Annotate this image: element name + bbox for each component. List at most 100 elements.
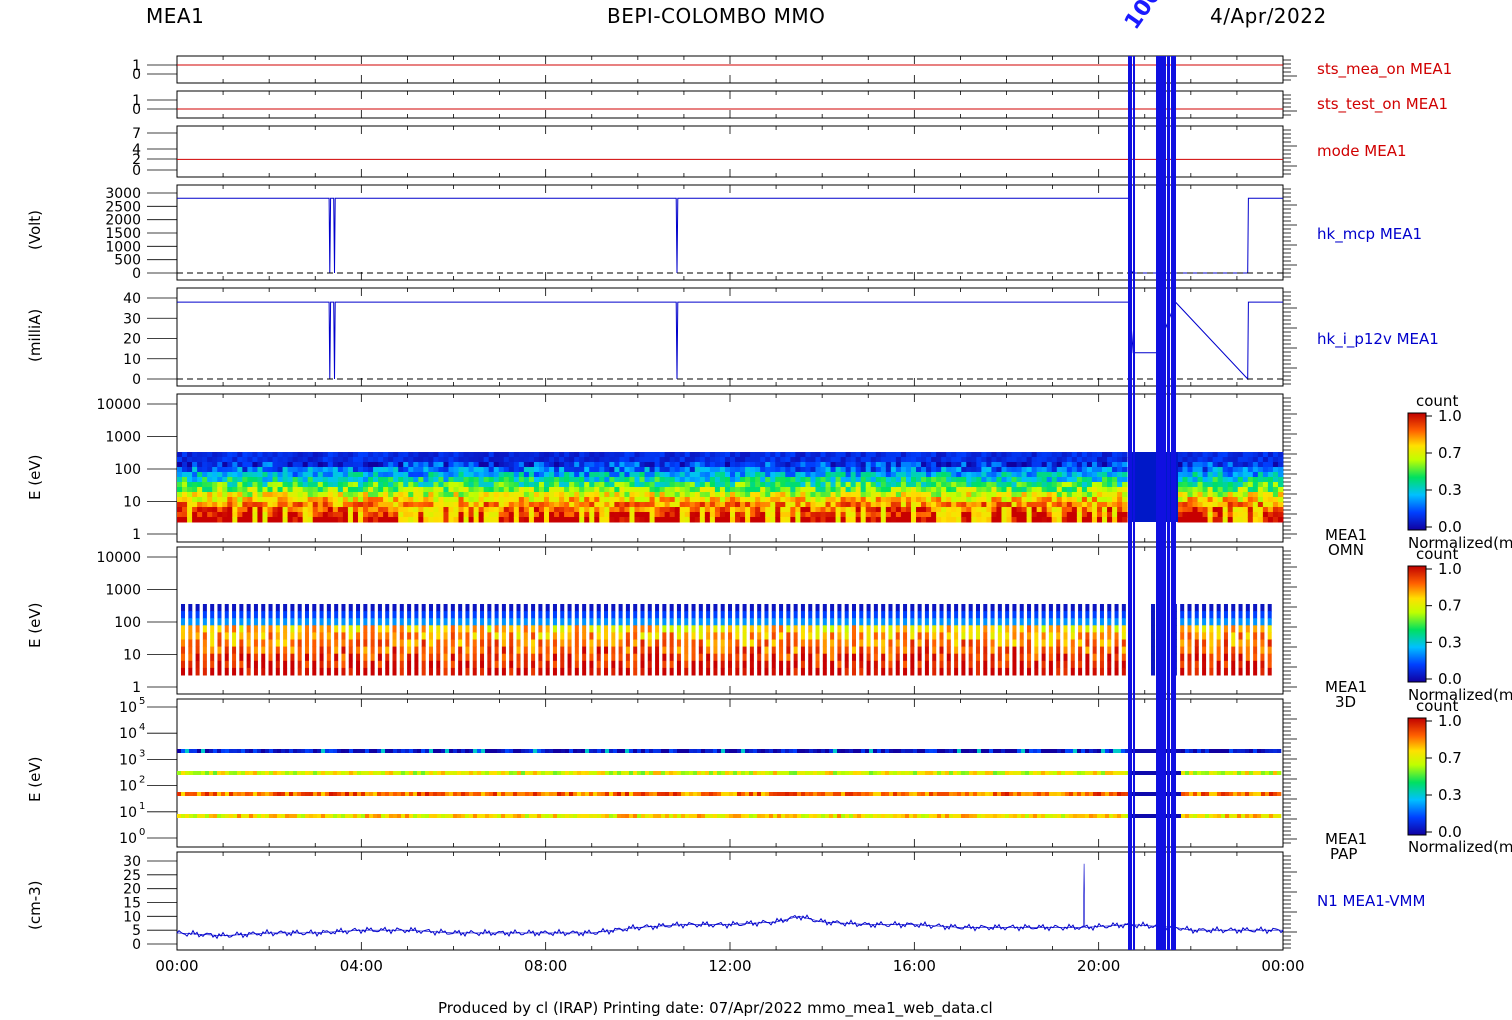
pap-band-cell [1253, 771, 1258, 775]
3d-spectrogram-cell [319, 667, 324, 676]
omn-spectrogram-cell [1202, 462, 1209, 468]
3d-spectrogram-cell [545, 667, 550, 676]
3d-spectrogram-cell [1085, 618, 1090, 626]
omn-spectrogram-cell [604, 467, 610, 473]
omn-spectrogram-cell [177, 492, 183, 498]
pap-band-cell [741, 749, 746, 753]
3d-spectrogram-cell [1056, 625, 1061, 633]
omn-spectrogram-cell [885, 477, 892, 483]
3d-spectrogram-cell [552, 667, 557, 676]
omn-spectrogram-cell [322, 452, 329, 458]
3d-spectrogram-cell [997, 639, 1002, 648]
omn-spectrogram-cell [1187, 507, 1194, 513]
omn-spectrogram-cell [1086, 472, 1093, 478]
3d-spectrogram-cell [304, 632, 309, 640]
omn-spectrogram-cell [528, 487, 535, 493]
3d-spectrogram-cell [275, 611, 280, 619]
omn-spectrogram-cell [513, 462, 520, 468]
3d-spectrogram-cell [837, 646, 842, 655]
omn-spectrogram-cell [966, 457, 972, 463]
omn-spectrogram-cell [1016, 507, 1023, 513]
3d-spectrogram-cell [407, 653, 412, 662]
omn-spectrogram-cell [277, 472, 284, 478]
omn-spectrogram-cell [780, 467, 786, 473]
omn-spectrogram-cell [312, 452, 319, 458]
omn-spectrogram-cell [302, 487, 309, 493]
omn-spectrogram-cell [182, 477, 188, 483]
omn-spectrogram-cell [760, 472, 766, 478]
3d-spectrogram-cell [202, 653, 207, 662]
omn-spectrogram-cell [413, 497, 419, 503]
omn-spectrogram-cell [443, 507, 449, 513]
omn-spectrogram-cell [770, 502, 776, 508]
3d-spectrogram-cell [472, 653, 477, 662]
3d-spectrogram-cell [217, 660, 222, 669]
pap-band-cell [205, 771, 210, 775]
3d-spectrogram-cell [698, 653, 703, 662]
3d-spectrogram-cell [1223, 660, 1228, 669]
3d-spectrogram-cell [1202, 653, 1207, 662]
omn-spectrogram-cell [855, 507, 862, 513]
omn-spectrogram-cell [805, 512, 811, 518]
3d-spectrogram-cell [1260, 632, 1265, 640]
omn-spectrogram-cell [1257, 487, 1264, 493]
3d-spectrogram-cell [917, 632, 922, 640]
omn-spectrogram-cell [639, 452, 646, 458]
pap-band-cell [1209, 771, 1214, 775]
3d-spectrogram-cell [246, 660, 251, 669]
omn-spectrogram-cell [941, 457, 947, 463]
omn-spectrogram-cell [574, 482, 580, 488]
omn-spectrogram-cell [1227, 502, 1234, 508]
omn-spectrogram-cell [473, 462, 480, 468]
omn-spectrogram-cell [513, 512, 520, 518]
pap-band-cell [1037, 771, 1042, 775]
pap-band-cell [1149, 771, 1154, 775]
omn-spectrogram-cell [1227, 452, 1234, 458]
pap-band-cell [973, 771, 978, 775]
3d-spectrogram-cell [1245, 660, 1250, 669]
3d-spectrogram-cell [793, 667, 798, 676]
pap-band-cell [241, 792, 246, 796]
omn-spectrogram-cell [559, 457, 565, 463]
3d-spectrogram-cell [749, 646, 754, 655]
pap-band-cell [237, 792, 242, 796]
pap-band-cell [425, 749, 430, 753]
omn-spectrogram-cell [1046, 472, 1053, 478]
3d-spectrogram-cell [232, 667, 237, 676]
omn-spectrogram-cell [1202, 472, 1209, 478]
omn-spectrogram-cell [257, 517, 263, 523]
3d-spectrogram-cell [283, 625, 288, 633]
omn-spectrogram-cell [795, 502, 801, 508]
3d-spectrogram-cell [341, 639, 346, 648]
3d-spectrogram-cell [1194, 646, 1199, 655]
pap-band-cell [849, 749, 854, 753]
omn-spectrogram-cell [895, 457, 902, 463]
pap-band-cell [377, 771, 382, 775]
3d-spectrogram-cell [691, 604, 696, 612]
3d-spectrogram-cell [749, 611, 754, 619]
omn-spectrogram-cell [212, 482, 218, 488]
omn-spectrogram-cell [704, 507, 711, 513]
3d-spectrogram-cell [275, 639, 280, 648]
omn-spectrogram-cell [483, 477, 490, 483]
omn-spectrogram-cell [247, 502, 253, 508]
omn-spectrogram-cell [327, 502, 334, 508]
omn-spectrogram-cell [197, 462, 203, 468]
pap-band-cell [1205, 771, 1210, 775]
omn-spectrogram-cell [674, 487, 681, 493]
3d-spectrogram-cell [399, 667, 404, 676]
omn-spectrogram-cell [1237, 492, 1244, 498]
omn-spectrogram-cell [956, 482, 962, 488]
3d-spectrogram-cell [669, 625, 674, 633]
omn-spectrogram-cell [1026, 487, 1033, 493]
omn-spectrogram-cell [327, 497, 334, 503]
pap-band-cell [917, 749, 922, 753]
omn-spectrogram-cell [1217, 477, 1224, 483]
pap-band-cell [929, 771, 934, 775]
omn-spectrogram-cell [393, 482, 399, 488]
omn-spectrogram-cell [1227, 517, 1234, 523]
omn-spectrogram-cell [890, 497, 897, 503]
omn-spectrogram-cell [1107, 477, 1113, 483]
omn-spectrogram-cell [322, 512, 329, 518]
omn-spectrogram-cell [820, 492, 827, 498]
